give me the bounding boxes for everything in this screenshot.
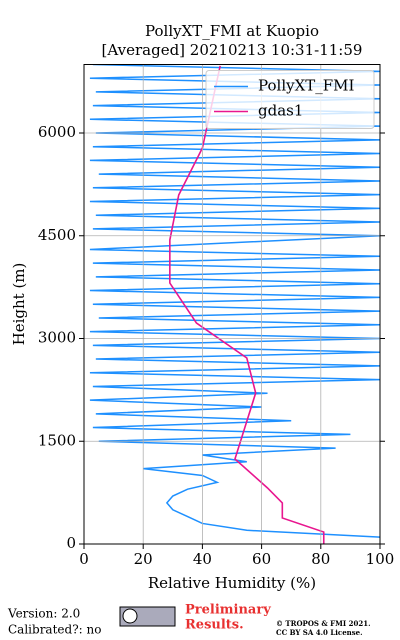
chart-title: PollyXT_FMI at Kuopio: [145, 22, 319, 40]
y-axis-label: Height (m): [10, 263, 28, 346]
x-tick-label: 40: [193, 550, 212, 568]
series-line: [89, 64, 380, 538]
legend-box: [205, 70, 375, 129]
license-icon-circle: [122, 608, 138, 624]
y-tick-label: 3000: [38, 329, 76, 347]
series-line: [169, 65, 325, 544]
x-tick-label: 0: [79, 550, 89, 568]
legend-label: gdas1: [258, 102, 303, 120]
y-tick-label: 0: [66, 534, 76, 552]
results: Results.: [185, 618, 244, 633]
license: CC BY SA 4.0 License.: [276, 628, 363, 637]
version: Version: 2.0: [7, 607, 80, 621]
x-tick-label: 20: [134, 550, 153, 568]
calibrated: Calibrated?: no: [8, 623, 101, 637]
chart-subtitle: [Averaged] 20210213 10:31-11:59: [102, 41, 363, 59]
preliminary: Preliminary: [185, 603, 271, 618]
x-axis-label: Relative Humidity (%): [148, 574, 316, 592]
y-tick-label: 4500: [38, 226, 76, 244]
x-tick-label: 80: [311, 550, 330, 568]
copyright: © TROPOS & FMI 2021.: [276, 619, 371, 628]
y-tick-label: 6000: [38, 123, 76, 141]
y-tick-label: 1500: [38, 431, 76, 449]
legend-label: PollyXT_FMI: [258, 77, 355, 95]
x-tick-label: 60: [252, 550, 271, 568]
plot-frame: [83, 64, 381, 545]
x-tick-label: 100: [366, 550, 395, 568]
